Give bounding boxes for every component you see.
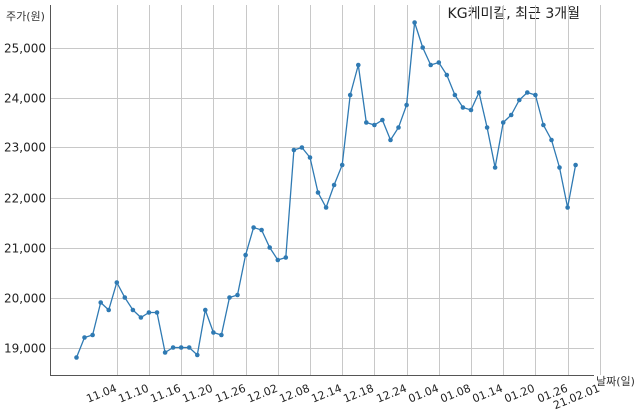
chart-title: KG케미칼, 최근 3개월	[448, 6, 580, 22]
x-tick-label: 12.08	[278, 382, 312, 406]
y-axis-label: 주가(원)	[6, 10, 45, 23]
data-point	[170, 345, 176, 350]
grid	[50, 5, 601, 375]
data-point	[428, 62, 434, 68]
data-point	[122, 295, 128, 300]
data-point	[307, 155, 313, 160]
data-point	[130, 307, 136, 313]
data-point	[82, 335, 87, 340]
data-point	[364, 120, 369, 125]
data-point	[154, 310, 160, 315]
data-point	[227, 295, 232, 300]
data-point	[533, 92, 538, 98]
y-tick-label: 25,000	[4, 42, 46, 56]
data-point	[283, 255, 289, 260]
data-point	[484, 125, 490, 130]
data-point	[508, 112, 514, 118]
x-tick-label: 12.18	[342, 382, 376, 406]
y-tick-labels: 19,000 20,000 21,000 22,000 23,000 24,000 25,0…	[4, 42, 46, 356]
x-tick-labels: 11.0411.1011.1611.2011.2612.0212.0812.14…	[85, 382, 602, 412]
data-point	[315, 190, 321, 195]
data-point	[291, 147, 297, 153]
data-point	[380, 117, 385, 123]
data-point	[500, 120, 506, 125]
data-point	[162, 350, 168, 355]
data-point	[573, 162, 578, 168]
data-point	[525, 90, 530, 95]
data-point	[476, 90, 482, 95]
data-point	[452, 92, 458, 98]
data-point	[243, 252, 248, 258]
data-point	[492, 165, 498, 170]
data-point	[186, 345, 192, 350]
data-point	[460, 105, 466, 110]
y-tick-label: 23,000	[4, 141, 46, 155]
data-point	[114, 280, 120, 285]
data-point	[138, 315, 144, 320]
x-axis-label: 날짜(일)	[596, 374, 635, 388]
y-tick-label: 19,000	[4, 342, 46, 356]
data-point	[74, 355, 79, 360]
data-point	[178, 345, 184, 350]
x-tick-label: 12.14	[310, 382, 344, 406]
data-point	[203, 307, 208, 313]
data-point	[146, 310, 152, 315]
data-point	[396, 125, 401, 130]
data-point	[436, 60, 442, 65]
x-tick-label: 01.14	[471, 382, 505, 406]
data-point	[444, 72, 450, 78]
data-point	[251, 225, 256, 230]
data-point	[541, 122, 546, 128]
series	[74, 20, 578, 360]
data-point	[404, 102, 409, 108]
y-tick-label: 21,000	[4, 242, 46, 256]
x-tick-label: 11.04	[85, 382, 119, 406]
data-point	[299, 145, 305, 150]
data-point	[275, 257, 281, 263]
x-tick-label: 01.08	[439, 382, 473, 406]
data-point	[267, 245, 273, 250]
data-point	[235, 292, 240, 298]
y-tick-label: 22,000	[4, 192, 46, 206]
data-point	[549, 137, 554, 143]
x-tick-label: 01.04	[407, 382, 441, 406]
data-point	[468, 107, 474, 113]
data-point	[347, 92, 353, 98]
data-point	[356, 62, 361, 68]
data-point	[557, 165, 562, 170]
y-tick-label: 20,000	[4, 292, 46, 306]
data-point	[517, 97, 522, 103]
x-tick-label: 11.20	[181, 382, 215, 406]
x-tick-label: 12.24	[375, 382, 409, 406]
y-tick-label: 24,000	[4, 92, 46, 106]
data-point	[420, 45, 426, 50]
data-point	[323, 205, 329, 210]
data-point	[195, 352, 200, 358]
axes	[50, 5, 594, 376]
x-tick-label: 01.20	[503, 382, 537, 406]
data-point	[339, 162, 345, 168]
x-tick-label: 11.10	[117, 382, 151, 406]
data-point	[331, 182, 337, 188]
data-point	[211, 330, 216, 335]
data-point	[219, 332, 224, 338]
data-point	[106, 307, 111, 313]
data-point	[90, 332, 95, 338]
data-point	[259, 227, 264, 233]
x-tick-label: 12.02	[246, 382, 280, 406]
x-tick-label: 11.16	[149, 382, 183, 406]
data-point	[388, 137, 393, 143]
data-point	[412, 20, 417, 25]
data-point	[565, 205, 570, 210]
x-tick-label: 11.26	[214, 382, 248, 406]
price-line	[75, 22, 577, 358]
data-point	[372, 122, 377, 128]
data-point	[98, 300, 103, 305]
